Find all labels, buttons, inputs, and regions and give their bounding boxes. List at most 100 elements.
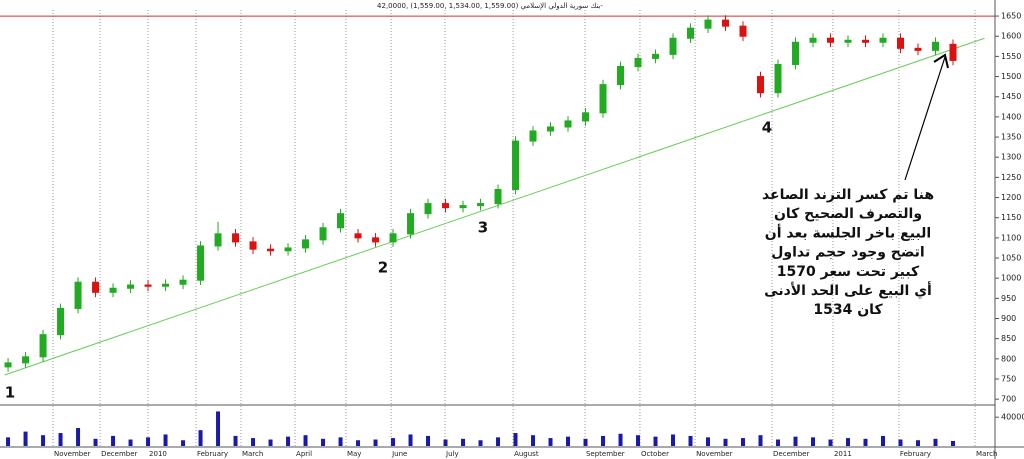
volume-bar bbox=[618, 433, 623, 446]
x-tick-label: February bbox=[197, 450, 228, 458]
candle-body bbox=[512, 140, 520, 190]
y-tick-label: 1300 bbox=[1001, 153, 1021, 162]
volume-bar bbox=[933, 438, 938, 446]
volume-bar bbox=[373, 439, 378, 446]
volume-bar bbox=[426, 435, 431, 446]
y-tick-label: 1200 bbox=[1001, 193, 1021, 202]
volume-bar bbox=[268, 439, 273, 446]
volume-bar bbox=[58, 433, 63, 446]
volume-bar bbox=[251, 438, 256, 446]
annotation-line: كان 1534 bbox=[813, 302, 883, 318]
volume-bar bbox=[76, 428, 81, 446]
x-tick-label: May bbox=[347, 450, 361, 458]
volume-bar bbox=[916, 440, 921, 446]
candle-body bbox=[669, 37, 677, 55]
volume-bar bbox=[408, 434, 413, 446]
volume-bar bbox=[583, 438, 588, 446]
volume-bar bbox=[828, 439, 833, 446]
annotation-line: البيع باخر الجلسة بعد أن bbox=[765, 223, 931, 241]
candle-body bbox=[354, 233, 362, 239]
volume-bar bbox=[93, 438, 98, 446]
y-tick-label: 1500 bbox=[1001, 72, 1021, 81]
volume-bar bbox=[846, 438, 851, 446]
volume-bar bbox=[531, 435, 536, 446]
annotation-line: كبير تحت سعر 1570 bbox=[777, 264, 920, 280]
candle-body bbox=[757, 76, 765, 94]
y-tick-label: 1650 bbox=[1001, 12, 1021, 21]
volume-bar bbox=[881, 435, 886, 446]
candle-body bbox=[302, 239, 310, 249]
volume-bar bbox=[303, 435, 308, 446]
y-tick-label: 900 bbox=[1001, 314, 1016, 323]
x-tick-label: February bbox=[900, 450, 931, 458]
trendline bbox=[4, 37, 985, 376]
y-tick-label: 1150 bbox=[1001, 213, 1021, 222]
volume-bar bbox=[443, 439, 448, 446]
annotation-line: هنا تم كسر الترند الصاعد bbox=[762, 187, 934, 203]
candle-body bbox=[389, 233, 397, 243]
volume-bar bbox=[741, 438, 746, 446]
volume-bar bbox=[146, 437, 151, 446]
candle-body bbox=[39, 334, 47, 358]
y-tick-label: 1600 bbox=[1001, 32, 1021, 41]
candle-body bbox=[617, 65, 625, 86]
volume-bar bbox=[321, 438, 326, 446]
candle-body bbox=[564, 120, 572, 128]
x-tick-label: October bbox=[641, 450, 669, 458]
volume-bar bbox=[23, 431, 28, 446]
volume-bar bbox=[356, 440, 361, 446]
annotation-line: اتضح وجود حجم تداول bbox=[771, 245, 924, 261]
candle-body bbox=[92, 281, 100, 293]
candle-body bbox=[459, 205, 467, 209]
candle-body bbox=[652, 53, 660, 59]
volume-bar bbox=[706, 437, 711, 446]
candle-body bbox=[739, 25, 747, 37]
volume-bar bbox=[128, 439, 133, 446]
y-tick-label: 1400 bbox=[1001, 112, 1021, 121]
x-tick-label: December bbox=[773, 450, 809, 458]
volume-bar bbox=[286, 436, 291, 446]
candle-body bbox=[249, 241, 257, 250]
y-tick-label: 800 bbox=[1001, 354, 1016, 363]
y-tick-label: 1050 bbox=[1001, 254, 1021, 263]
candle-body bbox=[284, 247, 292, 252]
arrow-shaft bbox=[904, 56, 946, 181]
y-tick-label: 1100 bbox=[1001, 233, 1021, 242]
candle-body bbox=[162, 283, 170, 287]
candle-body bbox=[722, 19, 730, 27]
wave-label: 2 bbox=[378, 259, 388, 277]
volume-bar bbox=[513, 433, 518, 446]
y-tick-label: 850 bbox=[1001, 334, 1016, 343]
volume-bar bbox=[338, 437, 343, 446]
candle-body bbox=[424, 203, 432, 215]
candle-body bbox=[827, 37, 835, 43]
y-tick-label: 1550 bbox=[1001, 52, 1021, 61]
x-tick-label: March bbox=[242, 450, 263, 458]
candle-body bbox=[774, 63, 782, 94]
y-tick-label: 1350 bbox=[1001, 133, 1021, 142]
candle-body bbox=[634, 57, 642, 67]
candle-body bbox=[477, 203, 485, 207]
x-tick-label: August bbox=[514, 450, 539, 458]
x-tick-label: 2011 bbox=[834, 450, 852, 458]
volume-bar bbox=[793, 436, 798, 446]
x-tick-label: April bbox=[296, 450, 312, 458]
volume-bar bbox=[723, 438, 728, 446]
annotation-line: والتصرف الصحيح كان bbox=[774, 206, 922, 222]
candle-body bbox=[232, 233, 240, 243]
candle-body bbox=[337, 213, 345, 229]
wave-label: 1 bbox=[5, 384, 15, 402]
candle-body bbox=[407, 213, 415, 235]
candle-body bbox=[144, 284, 152, 287]
candle-body bbox=[949, 43, 957, 61]
wave-label: 4 bbox=[762, 119, 772, 137]
volume-bar bbox=[951, 440, 956, 446]
candle-body bbox=[4, 362, 12, 368]
volume-tick-label: 40000 bbox=[1001, 413, 1024, 422]
volume-bar bbox=[391, 438, 396, 446]
y-tick-label: 1250 bbox=[1001, 173, 1021, 182]
candle-body bbox=[932, 41, 940, 51]
volume-bar bbox=[41, 435, 46, 446]
x-tick-label: November bbox=[696, 450, 733, 458]
